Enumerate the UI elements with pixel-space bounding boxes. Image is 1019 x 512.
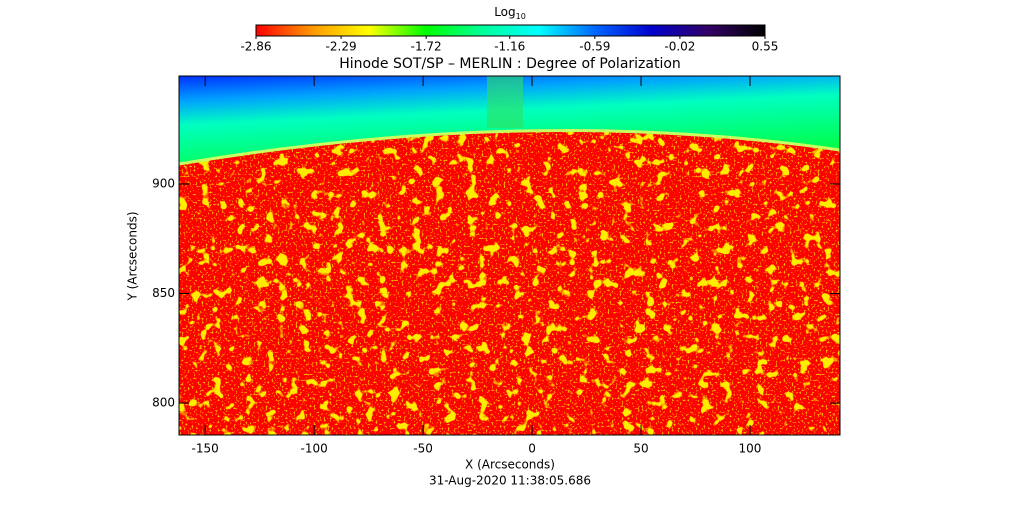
colorbar-title: Log10 (494, 5, 526, 21)
x-axis-label: X (Arcseconds) (465, 458, 555, 472)
colorbar (255, 24, 766, 37)
colorbar-tick-label: 0.55 (752, 40, 779, 54)
solar-image (178, 76, 841, 435)
colorbar-tick-label: -1.16 (494, 40, 525, 54)
colorbar-tick-label: -0.59 (579, 40, 610, 54)
y-tick-label: 850 (152, 286, 175, 300)
colorbar-tick-label: -1.72 (411, 40, 442, 54)
y-axis-label: Y (Arcseconds) (126, 211, 140, 301)
colorbar-tick-label: -0.02 (664, 40, 695, 54)
y-tick-label: 800 (152, 396, 175, 410)
x-tick-label: 50 (633, 442, 648, 456)
x-tick-label: -50 (413, 442, 433, 456)
chart-title: Hinode SOT/SP – MERLIN : Degree of Polar… (339, 56, 681, 72)
plot-frame (178, 75, 841, 436)
colorbar-tick-label: -2.29 (326, 40, 357, 54)
x-tick-label: 100 (739, 442, 762, 456)
x-tick-label: -100 (301, 442, 328, 456)
colorbar-tick-label: -2.86 (240, 40, 271, 54)
x-tick-label: 0 (528, 442, 536, 456)
footer: 31-Aug-2020 11:38:05.686 (429, 474, 591, 488)
y-tick-label: 900 (152, 176, 175, 190)
x-tick-label: -150 (192, 442, 219, 456)
